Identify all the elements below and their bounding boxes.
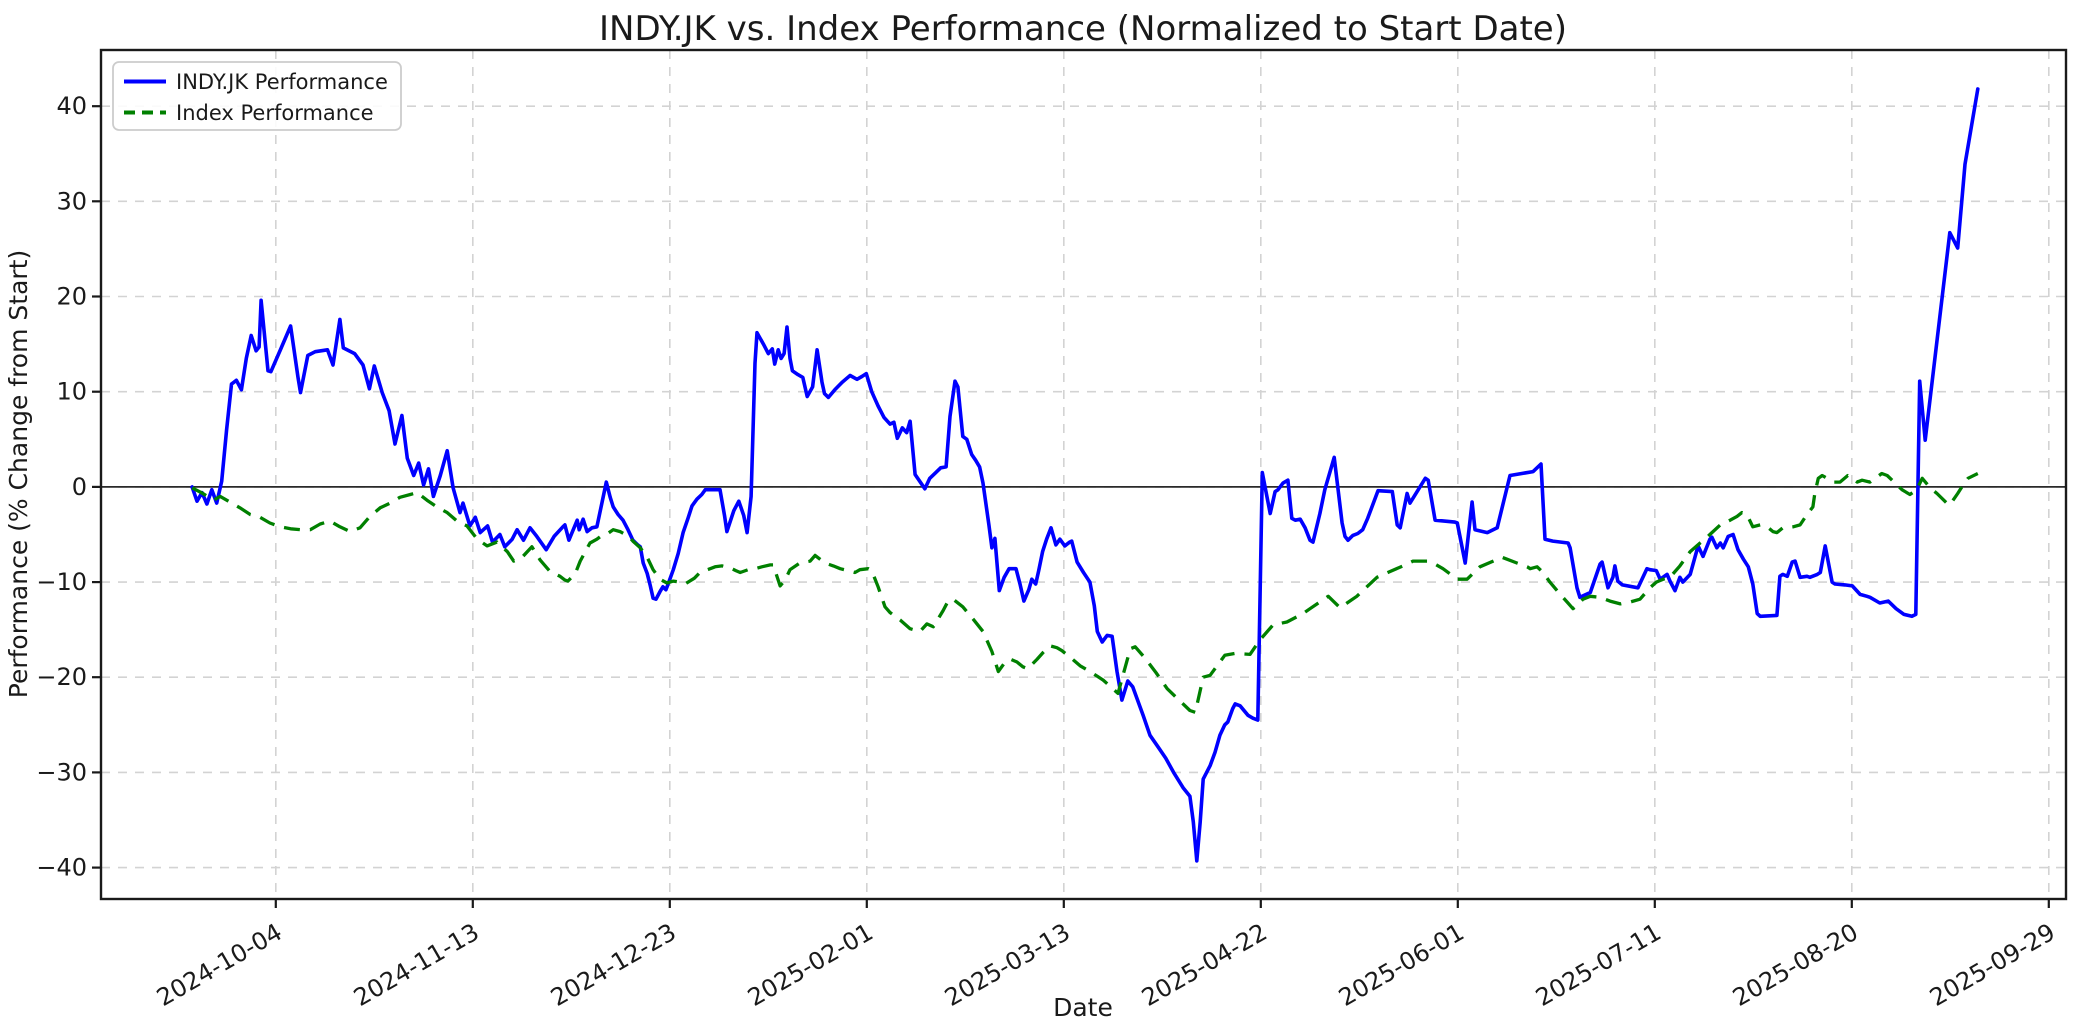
y-tick-label: −30 <box>36 758 87 786</box>
y-axis-label: Performance (% Change from Start) <box>4 250 33 698</box>
legend-box <box>112 61 402 131</box>
plot-border <box>99 48 2068 901</box>
series-line-index <box>191 471 1979 715</box>
series-line-indy <box>190 87 1980 863</box>
y-tick-label: −40 <box>36 854 87 882</box>
x-tick-label: 2024-12-23 <box>546 918 681 1012</box>
series-lines <box>190 87 1980 863</box>
x-tick-label: 2024-10-04 <box>152 918 287 1012</box>
y-tick-label: 20 <box>56 283 87 311</box>
x-tick-label: 2024-11-13 <box>349 918 484 1012</box>
legend-label: INDY.JK Performance <box>176 70 388 94</box>
gridlines <box>101 50 2066 899</box>
x-tick-label: 2025-06-01 <box>1334 918 1469 1012</box>
x-tick-label: 2025-07-11 <box>1531 918 1666 1012</box>
x-tick-label: 2025-09-29 <box>1925 918 2060 1012</box>
legend-label: Index Performance <box>176 101 374 125</box>
y-tick-label: 0 <box>72 473 87 501</box>
x-tick-label: 2025-08-20 <box>1728 918 1863 1012</box>
y-tick-label: 40 <box>56 92 87 120</box>
chart-title: INDY.JK vs. Index Performance (Normalize… <box>599 9 1567 49</box>
x-tick-label: 2025-04-22 <box>1137 918 1272 1012</box>
y-tick-label: 30 <box>56 187 87 215</box>
y-tick-label: −20 <box>36 663 87 691</box>
y-axis-ticks: −40 −30 −20 −10 0 10 20 30 40 <box>36 92 101 882</box>
y-tick-label: 10 <box>56 378 87 406</box>
legend: INDY.JK Performance Index Performance <box>112 61 402 131</box>
x-axis-label: Date <box>1053 993 1113 1022</box>
y-tick-label: −10 <box>36 568 87 596</box>
x-tick-label: 2025-02-01 <box>743 918 878 1012</box>
